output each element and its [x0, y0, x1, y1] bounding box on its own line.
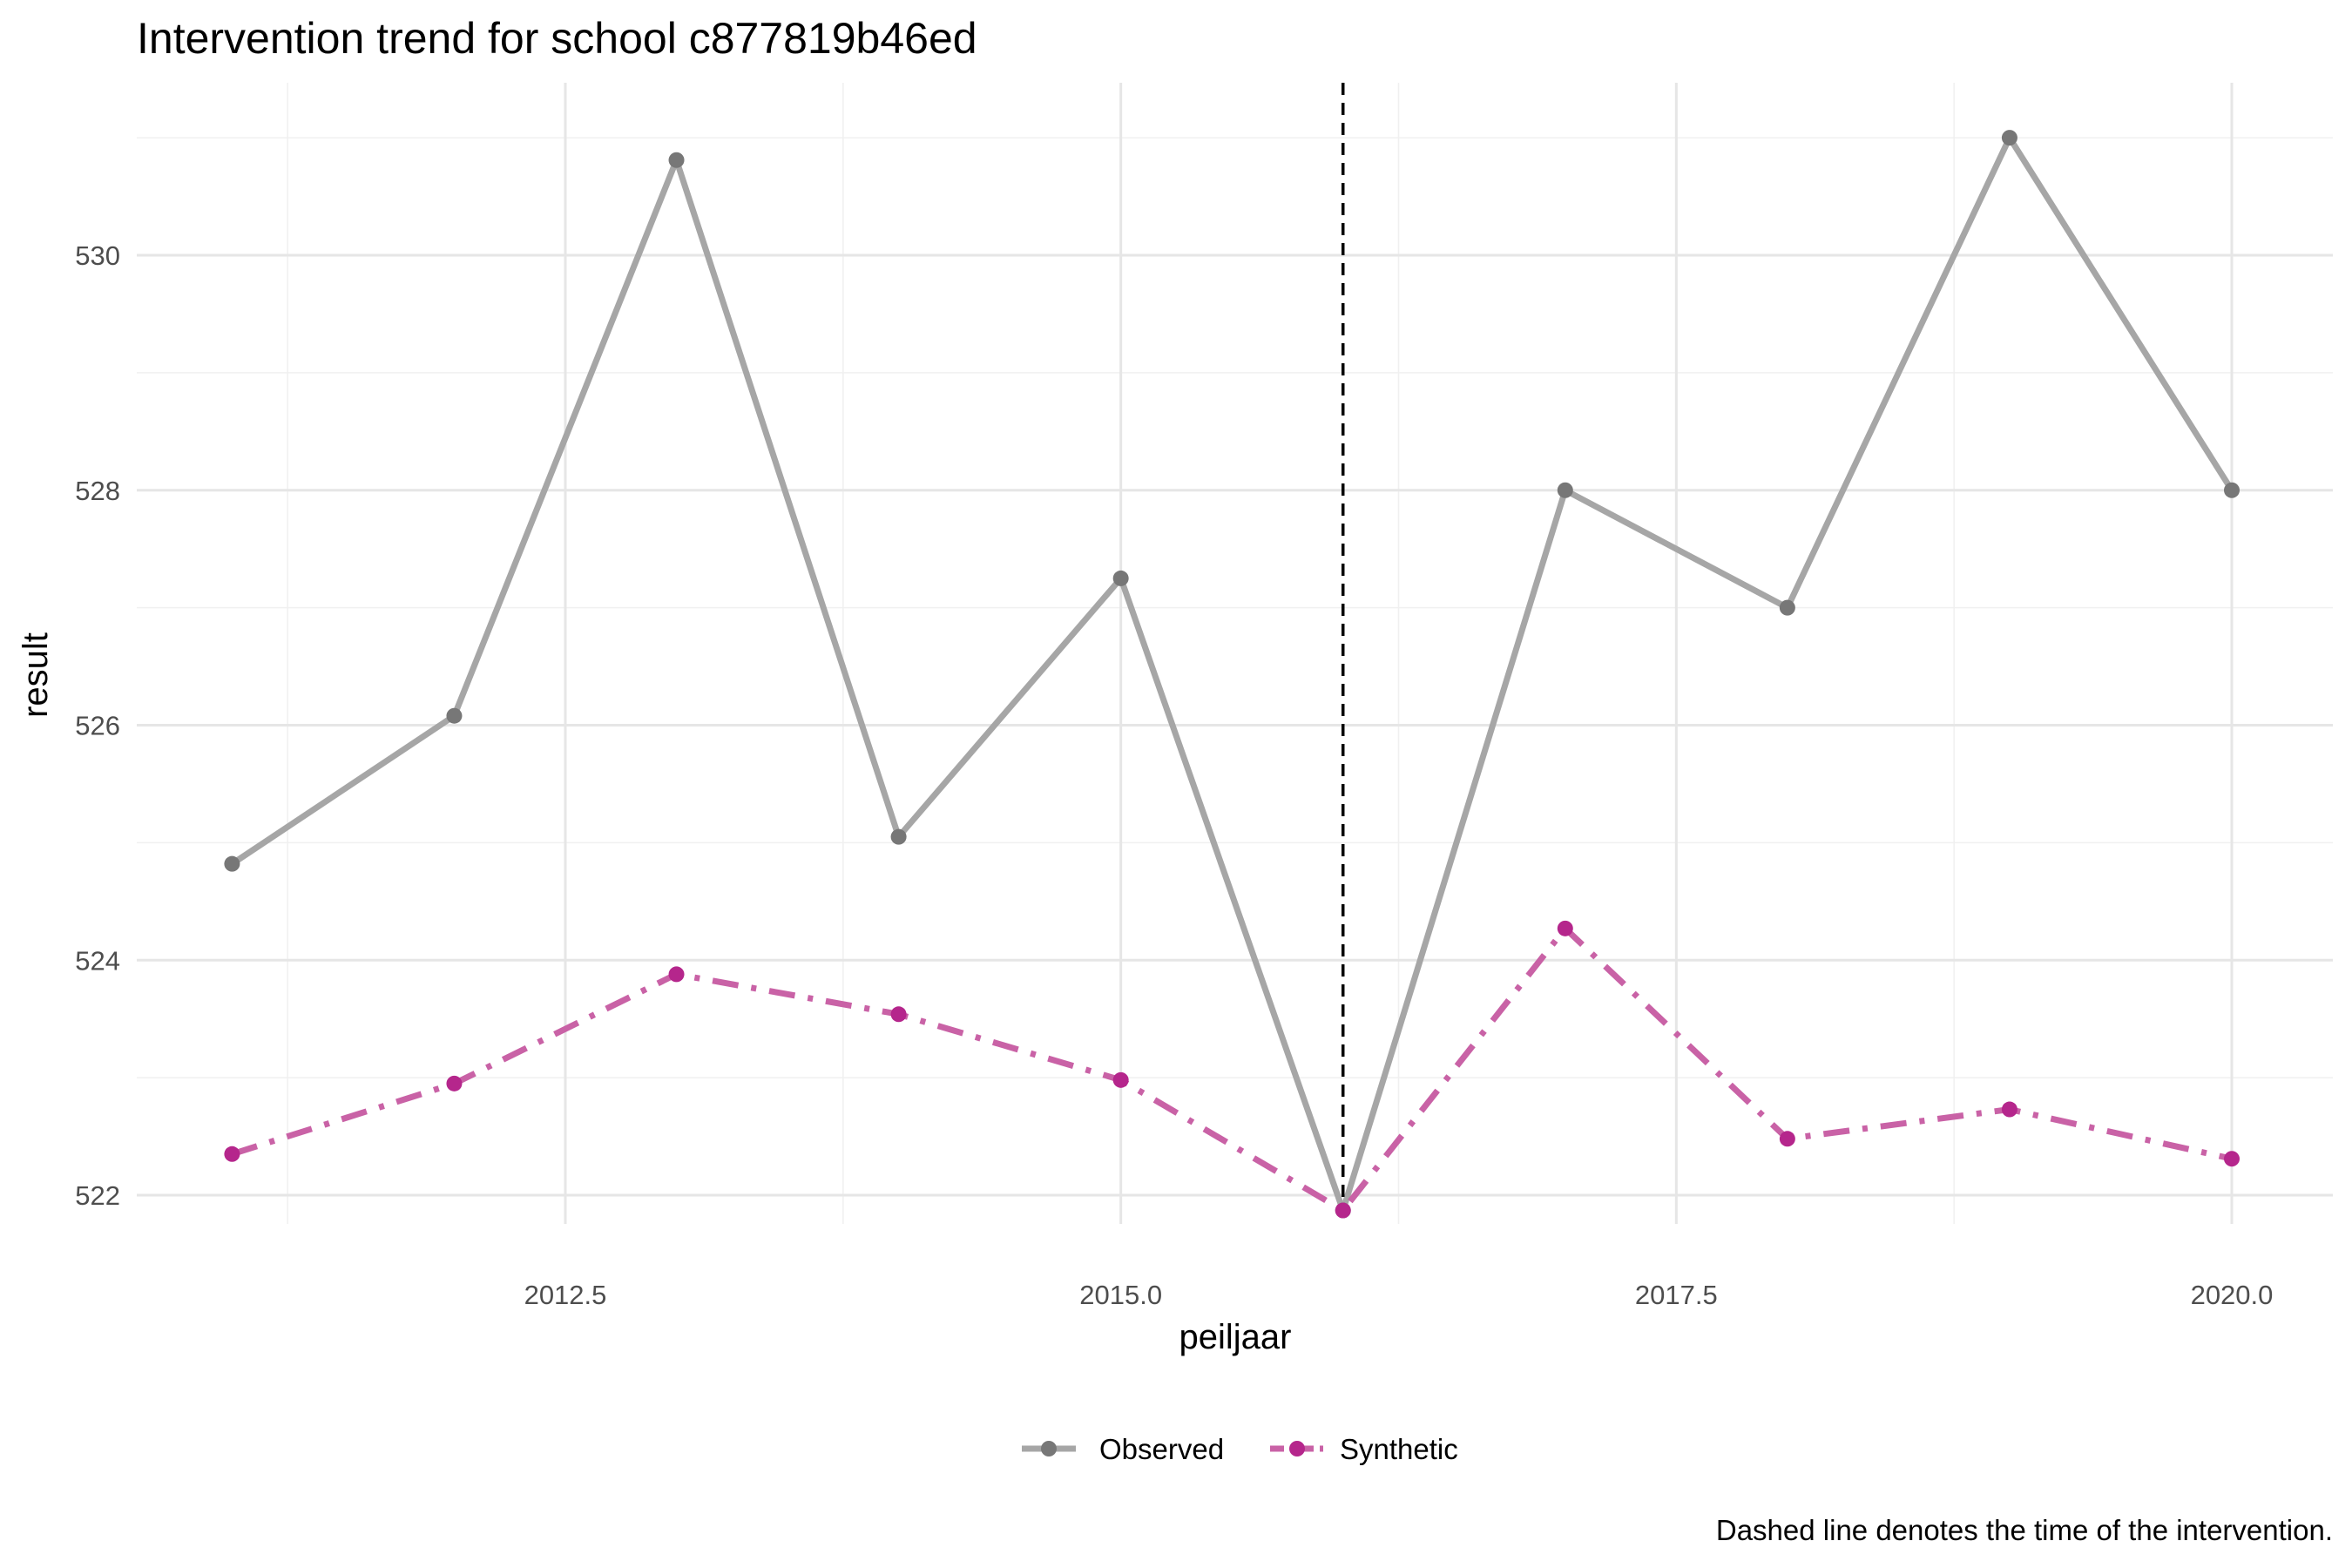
legend-label: Observed — [1099, 1433, 1224, 1465]
data-point-synthetic — [890, 1006, 907, 1023]
series-line-synthetic — [231, 925, 2233, 1213]
data-point-synthetic — [2224, 1151, 2240, 1167]
data-point-observed — [224, 855, 240, 872]
data-point-synthetic — [1557, 920, 1573, 936]
y-tick-label: 528 — [75, 476, 120, 506]
x-tick-label: 2015.0 — [1079, 1280, 1162, 1310]
chart-title: Intervention trend for school c877819b46… — [137, 14, 977, 63]
legend-item-synthetic[interactable]: Synthetic — [1270, 1433, 1458, 1465]
x-tick-label: 2020.0 — [2191, 1280, 2274, 1310]
points-layer — [224, 130, 2240, 1219]
data-point-observed — [1557, 482, 1573, 498]
minor-gridlines — [137, 83, 2333, 1224]
x-axis-title: peiljaar — [1179, 1318, 1292, 1356]
data-point-synthetic — [446, 1075, 463, 1092]
data-point-synthetic — [1779, 1131, 1795, 1147]
y-tick-label: 526 — [75, 711, 120, 741]
data-point-observed — [2224, 482, 2240, 498]
data-point-observed — [668, 152, 685, 168]
y-tick-label: 522 — [75, 1180, 120, 1211]
legend-label: Synthetic — [1340, 1433, 1458, 1465]
legend-item-observed[interactable]: Observed — [1022, 1433, 1224, 1465]
y-axis-title: result — [17, 632, 55, 718]
data-point-observed — [890, 828, 907, 845]
major-gridlines — [137, 83, 2333, 1224]
data-point-observed — [446, 707, 463, 724]
legend-key-point — [1041, 1441, 1057, 1456]
data-point-observed — [1779, 599, 1795, 616]
data-point-observed — [1112, 570, 1129, 586]
x-axis-tick-labels: 2012.5 2015.0 2017.5 2020.0 — [524, 1280, 2274, 1310]
x-tick-label: 2012.5 — [524, 1280, 607, 1310]
data-point-synthetic — [668, 966, 685, 983]
legend-key-point — [1289, 1441, 1305, 1456]
caption: Dashed line denotes the time of the inte… — [1715, 1514, 2333, 1546]
data-point-synthetic — [2001, 1101, 2017, 1118]
y-tick-label: 524 — [75, 945, 120, 976]
data-point-synthetic — [1112, 1071, 1129, 1088]
data-point-observed — [2001, 130, 2017, 146]
y-axis-tick-labels: 522 524 526 528 530 — [75, 240, 120, 1211]
data-point-synthetic — [1335, 1202, 1351, 1219]
series-line-observed — [230, 134, 2234, 1213]
y-tick-label: 530 — [75, 240, 120, 271]
x-tick-label: 2017.5 — [1635, 1280, 1718, 1310]
data-point-synthetic — [224, 1146, 240, 1162]
legend: Observed Synthetic — [1022, 1433, 1458, 1465]
series-layer — [230, 134, 2234, 1213]
